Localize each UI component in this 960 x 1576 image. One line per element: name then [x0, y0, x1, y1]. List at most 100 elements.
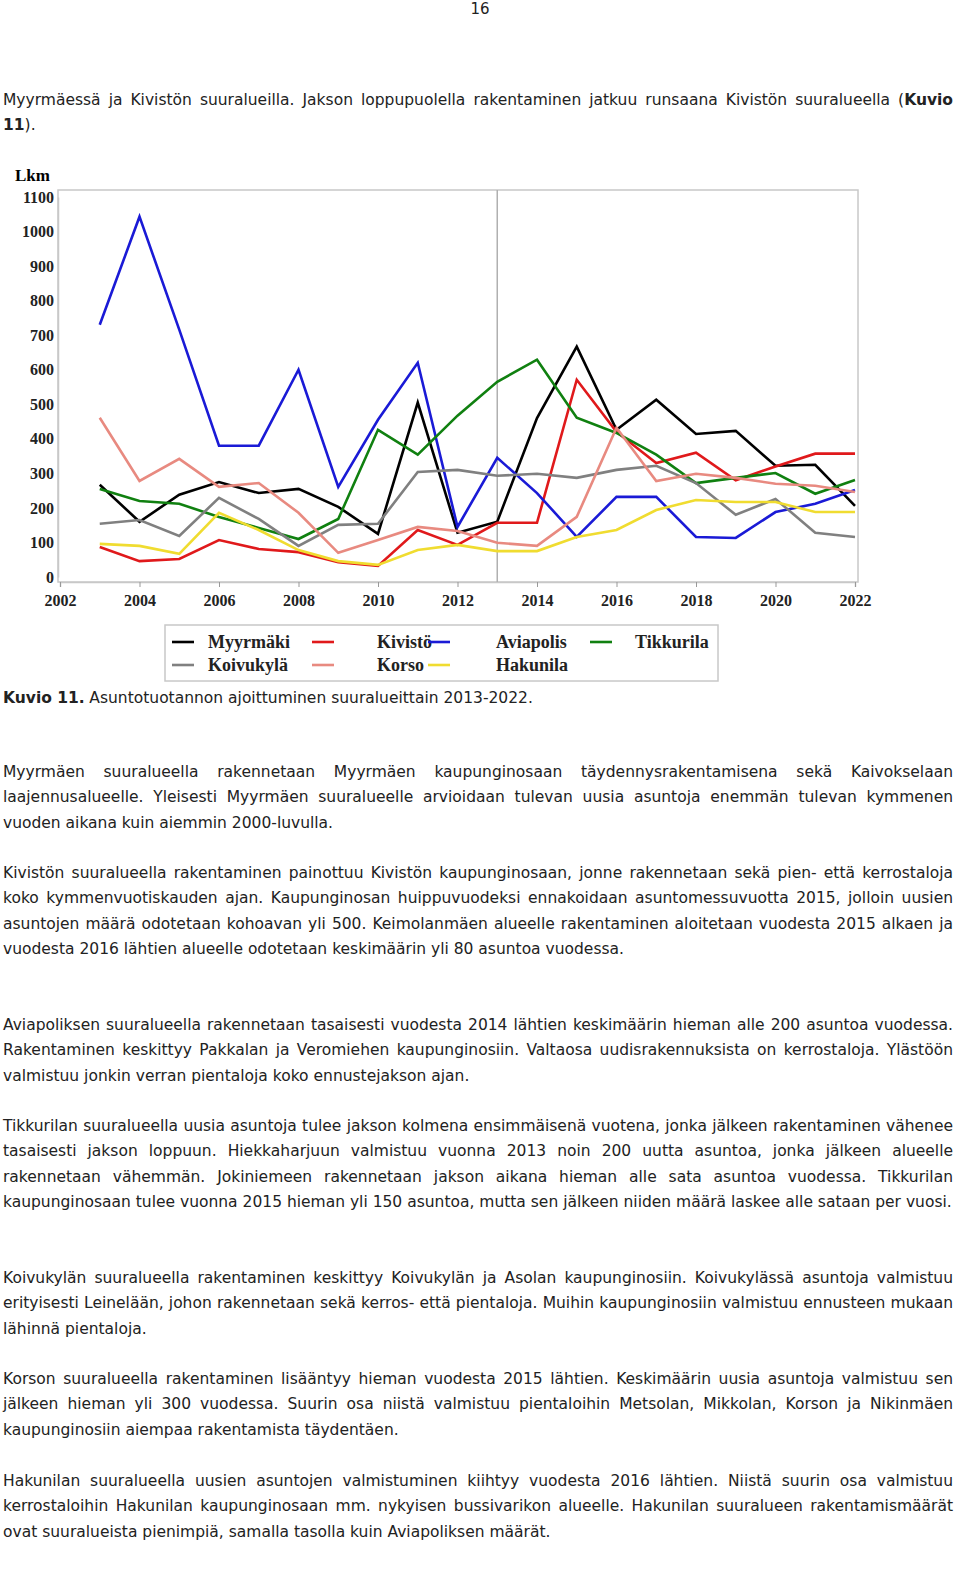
series-line — [100, 380, 855, 566]
legend-label: Tikkurila — [635, 632, 709, 652]
legend-label: Hakunila — [496, 655, 568, 675]
paragraph: Korson suuralueella rakentaminen lisäänt… — [3, 1367, 953, 1443]
series-line — [100, 418, 855, 553]
y-tick-label: 700 — [30, 327, 54, 344]
x-tick: 2004 — [124, 582, 156, 609]
x-tick-mark — [776, 582, 777, 587]
y-tick: 200 — [30, 500, 58, 517]
legend-label: Myyrmäki — [208, 632, 290, 652]
plot-area — [100, 190, 855, 582]
x-tick-mark — [60, 582, 61, 587]
x-tick-label: 2008 — [283, 592, 315, 609]
x-tick-label: 2022 — [840, 592, 872, 609]
paragraph: Koivukylän suuralueella rakentaminen kes… — [3, 1266, 953, 1342]
x-tick-label: 2012 — [442, 592, 474, 609]
paragraph: Kivistön suuralueella rakentaminen paino… — [3, 861, 953, 962]
y-tick-label: 900 — [30, 258, 54, 275]
series-line — [100, 217, 855, 538]
legend-label: Koivukylä — [208, 655, 288, 675]
legend-box — [165, 625, 718, 681]
y-tick: 500 — [30, 396, 58, 413]
y-tick: 1000 — [22, 223, 58, 240]
plot-frame — [58, 190, 858, 582]
caption: Kuvio 11.Asuntotuotannon ajoittuminen su… — [3, 686, 953, 711]
y-tick-label: 0 — [46, 569, 54, 586]
x-axis-line — [61, 583, 856, 588]
y-tick-label: 500 — [30, 396, 54, 413]
x-tick: 2014 — [522, 582, 554, 609]
legend-swatch — [312, 664, 334, 667]
legend-swatch — [428, 641, 450, 644]
y-tick-label: 800 — [30, 292, 54, 309]
x-tick-label: 2010 — [363, 592, 395, 609]
page-number: 16 — [0, 0, 960, 18]
x-tick-mark — [537, 582, 538, 587]
legend-swatch — [172, 664, 194, 667]
y-tick-label: 100 — [30, 534, 54, 551]
x-tick-label: 2004 — [124, 592, 156, 609]
y-tick: 700 — [30, 327, 58, 344]
y-tick-label: 1000 — [22, 223, 54, 240]
legend-swatch — [428, 664, 450, 667]
x-tick-label: 2014 — [522, 592, 554, 609]
x-tick-label: 2016 — [601, 592, 633, 609]
x-tick: 2008 — [283, 582, 315, 609]
y-tick-label: 600 — [30, 361, 54, 378]
x-tick: 2006 — [204, 582, 236, 609]
chart: Lkm 0 100 200 300 400 500 600 700 800 900 1000 1100 2… — [0, 0, 960, 700]
paragraph: Tikkurilan suuralueella uusia asuntoja t… — [3, 1114, 953, 1215]
y-tick: 0 — [46, 569, 58, 586]
x-tick: 2016 — [601, 582, 633, 609]
legend: Myyrmäki Kivistö Aviapolis Tikkurila Koivuky… — [165, 625, 718, 681]
y-tick-label: 400 — [30, 430, 54, 447]
x-tick: 2018 — [681, 582, 713, 609]
y-tick: 100 — [30, 534, 58, 551]
legend-label: Kivistö — [377, 632, 432, 652]
y-tick: 400 — [30, 430, 58, 447]
x-tick: 2002 — [45, 582, 77, 609]
y-tick: 600 — [30, 361, 58, 378]
x-tick-label: 2002 — [45, 592, 77, 609]
text-run: ). — [25, 116, 36, 134]
x-axis: 2002 2004 2006 2008 2010 2012 2014 2016 2018 2020… — [45, 582, 872, 609]
x-tick-label: 2006 — [204, 592, 236, 609]
series-line — [100, 347, 855, 534]
y-tick-label: 1100 — [23, 189, 54, 206]
legend-label: Aviapolis — [496, 632, 567, 652]
paragraph: Myyrmäessä ja Kivistön suuralueilla. Jak… — [3, 88, 953, 139]
x-tick: 2010 — [363, 582, 395, 609]
x-tick: 2012 — [442, 582, 474, 609]
y-tick: 900 — [30, 258, 58, 275]
y-axis: 0 100 200 300 400 500 600 700 800 900 1000 1100 — [22, 189, 59, 586]
x-tick-mark — [696, 582, 697, 587]
paragraph: Myyrmäen suuralueella rakennetaan Myyrmä… — [3, 760, 953, 836]
x-tick-mark — [299, 582, 300, 587]
paragraph: Hakunilan suuralueella uusien asuntojen … — [3, 1469, 953, 1545]
y-tick-label: 300 — [30, 465, 54, 482]
x-tick: 2020 — [760, 582, 792, 609]
x-tick-mark — [617, 582, 618, 587]
legend-swatch — [590, 641, 612, 644]
x-tick-mark — [219, 582, 220, 587]
caption-label: Kuvio 11. — [3, 689, 85, 707]
x-tick-label: 2018 — [681, 592, 713, 609]
y-tick-label: 200 — [30, 500, 54, 517]
y-axis-title: Lkm — [15, 166, 50, 185]
series-line — [100, 500, 855, 565]
legend-swatch — [172, 641, 194, 644]
caption-text: Asuntotuotannon ajoittuminen suuralueitt… — [89, 689, 533, 707]
paragraph: Aviapoliksen suuralueella rakennetaan ta… — [3, 1013, 953, 1089]
x-tick-mark — [378, 582, 379, 587]
x-tick-mark — [140, 582, 141, 587]
x-tick: 2022 — [840, 582, 872, 609]
x-tick-mark — [855, 582, 856, 587]
y-tick: 800 — [30, 292, 58, 309]
y-tick: 1100 — [23, 189, 58, 206]
x-tick-label: 2020 — [760, 592, 792, 609]
legend-label: Korso — [377, 655, 424, 675]
text-run: Myyrmäessä ja Kivistön suuralueilla. Jak… — [3, 91, 904, 109]
y-axis-line — [58, 198, 60, 578]
y-tick: 300 — [30, 465, 58, 482]
legend-swatch — [312, 641, 334, 644]
x-tick-mark — [458, 582, 459, 587]
